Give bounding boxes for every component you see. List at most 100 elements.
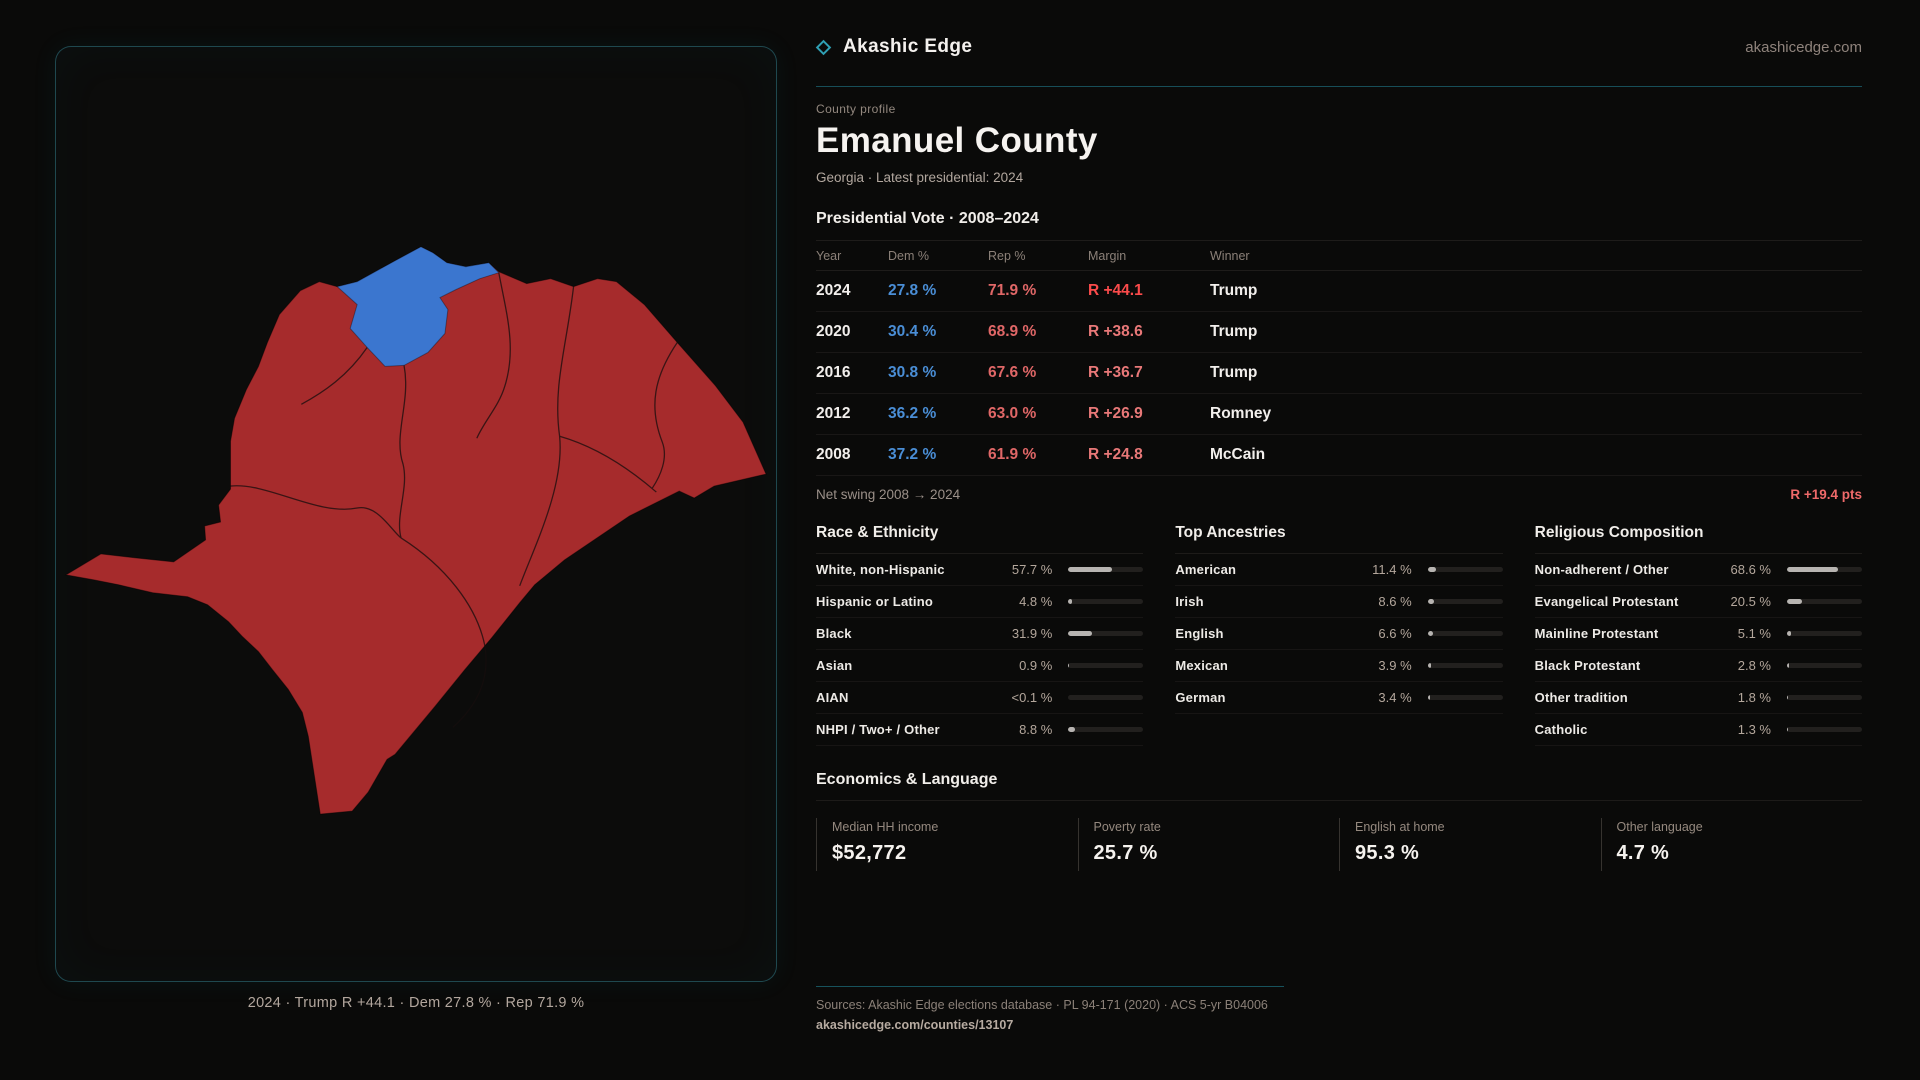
stat-value: 4.8 %	[1019, 594, 1053, 609]
stat-bar	[1068, 631, 1144, 636]
stat-label: Evangelical Protestant	[1534, 594, 1679, 609]
stat-label: Mainline Protestant	[1534, 626, 1659, 641]
stat-bar	[1427, 631, 1503, 636]
dem-cell: 30.8 %	[888, 364, 937, 381]
net-swing-label: Net swing 2008 → 2024	[816, 486, 961, 502]
stat-label: White, non-Hispanic	[816, 562, 945, 577]
margin-cell: R +44.1	[1088, 282, 1143, 299]
dem-cell: 30.4 %	[888, 323, 937, 340]
list-item: AIAN <0.1 %	[816, 682, 1144, 714]
year-cell: 2008	[816, 446, 851, 463]
year-cell: 2012	[816, 405, 851, 422]
list-item: German 3.4 %	[1175, 682, 1503, 714]
stat-value: <0.1 %	[1011, 690, 1053, 705]
winner-cell: Romney	[1210, 405, 1272, 422]
net-swing-value: R +19.4 pts	[1790, 486, 1862, 502]
col-rep: Rep %	[988, 248, 1026, 263]
county-map-panel	[55, 46, 777, 982]
year-cell: 2016	[816, 364, 851, 381]
margin-cell: R +38.6	[1088, 323, 1143, 340]
ancestries-title: Top Ancestries	[1175, 524, 1503, 554]
brand-name: Akashic Edge	[843, 36, 973, 57]
election-table-title: Presidential Vote · 2008–2024	[816, 210, 1039, 227]
stat-bar	[1068, 599, 1144, 604]
list-item: Asian 0.9 %	[816, 650, 1144, 682]
rep-cell: 71.9 %	[988, 282, 1037, 299]
list-item: Hispanic or Latino 4.8 %	[816, 586, 1144, 618]
stat-value: 8.8 %	[1019, 722, 1053, 737]
stat-label: Median HH income	[832, 820, 939, 834]
stat-median-income: Median HH income $52,772	[816, 818, 1078, 871]
stat-label: American	[1175, 562, 1237, 577]
stat-label: German	[1175, 690, 1226, 705]
stat-bar	[1427, 695, 1503, 700]
table-header-row: Year Dem % Rep % Margin Winner	[816, 240, 1862, 271]
kicker: County profile	[816, 102, 896, 116]
rep-cell: 63.0 %	[988, 405, 1037, 422]
stat-label: NHPI / Two+ / Other	[816, 722, 940, 737]
stat-value: 20.5 %	[1730, 594, 1771, 609]
stat-label: AIAN	[816, 690, 849, 705]
stat-bar	[1068, 695, 1144, 700]
site-domain-link[interactable]: akashicedge.com	[1745, 38, 1862, 56]
stat-label: Asian	[816, 658, 853, 673]
list-item: Black Protestant 2.8 %	[1534, 650, 1862, 682]
map-red-precincts	[64, 246, 767, 815]
stat-value: 3.9 %	[1378, 658, 1412, 673]
table-row: 2024 27.8 % 71.9 % R +44.1 Trump	[816, 271, 1862, 312]
dem-cell: 36.2 %	[888, 405, 937, 422]
stat-bar	[1427, 663, 1503, 668]
race-ethnicity-title: Race & Ethnicity	[816, 524, 1144, 554]
stat-bar	[1427, 599, 1503, 604]
religion-title: Religious Composition	[1534, 524, 1862, 554]
footer-divider	[816, 986, 1284, 987]
stat-value: 25.7 %	[1093, 842, 1158, 864]
stat-bar	[1787, 599, 1862, 604]
list-item: Other tradition 1.8 %	[1534, 682, 1862, 714]
header: Akashic Edge akashicedge.com	[815, 32, 1862, 62]
religion-section: Religious Composition Non-adherent / Oth…	[1534, 524, 1862, 746]
list-item: Evangelical Protestant 20.5 %	[1534, 586, 1862, 618]
stat-bar	[1068, 567, 1144, 572]
winner-cell: Trump	[1210, 282, 1258, 299]
race-ethnicity-section: Race & Ethnicity White, non-Hispanic 57.…	[816, 524, 1144, 746]
stat-label: Black	[816, 626, 852, 641]
county-profile-panel: Akashic Edge akashicedge.com County prof…	[815, 32, 1863, 871]
margin-cell: R +36.7	[1088, 364, 1143, 381]
stat-value: 1.8 %	[1737, 690, 1771, 705]
stat-label: Mexican	[1175, 658, 1229, 673]
stat-value: 6.6 %	[1378, 626, 1412, 641]
stat-label: Poverty rate	[1093, 820, 1161, 834]
year-cell: 2020	[816, 323, 851, 340]
table-row: 2012 36.2 % 63.0 % R +26.9 Romney	[816, 394, 1862, 435]
stat-value: 11.4 %	[1372, 562, 1412, 577]
precinct-boundaries	[230, 272, 678, 728]
map-caption: 2024 · Trump R +44.1 · Dem 27.8 % · Rep …	[247, 995, 585, 1011]
stat-label: Catholic	[1534, 722, 1588, 737]
col-margin: Margin	[1088, 248, 1127, 263]
list-item: NHPI / Two+ / Other 8.8 %	[816, 714, 1144, 746]
list-item: White, non-Hispanic 57.7 %	[816, 554, 1144, 586]
stat-value: 31.9 %	[1011, 626, 1053, 641]
brand-diamond-icon	[815, 39, 832, 55]
demographics-grid: Race & Ethnicity White, non-Hispanic 57.…	[816, 524, 1862, 746]
dem-cell: 37.2 %	[888, 446, 937, 463]
stat-value: 3.4 %	[1378, 690, 1412, 705]
margin-cell: R +24.8	[1088, 446, 1143, 463]
stat-value: 0.9 %	[1019, 658, 1053, 673]
stat-value: 95.3 %	[1355, 842, 1420, 864]
page-title: Emanuel County	[816, 121, 1098, 160]
economics-title: Economics & Language	[816, 771, 998, 788]
margin-cell: R +26.9	[1088, 405, 1143, 422]
footer: Sources: Akashic Edge elections database…	[816, 986, 1284, 1032]
stat-other-language: Other language 4.7 %	[1600, 818, 1863, 871]
stat-label: Irish	[1175, 594, 1204, 609]
stat-label: Hispanic or Latino	[816, 594, 934, 609]
dem-cell: 27.8 %	[888, 282, 937, 299]
header-divider	[816, 86, 1862, 87]
permalink[interactable]: akashicedge.com/counties/13107	[816, 1018, 1014, 1032]
stat-bar	[1787, 727, 1862, 732]
economics-divider	[816, 800, 1862, 801]
winner-cell: McCain	[1210, 446, 1266, 463]
list-item: Mexican 3.9 %	[1175, 650, 1503, 682]
